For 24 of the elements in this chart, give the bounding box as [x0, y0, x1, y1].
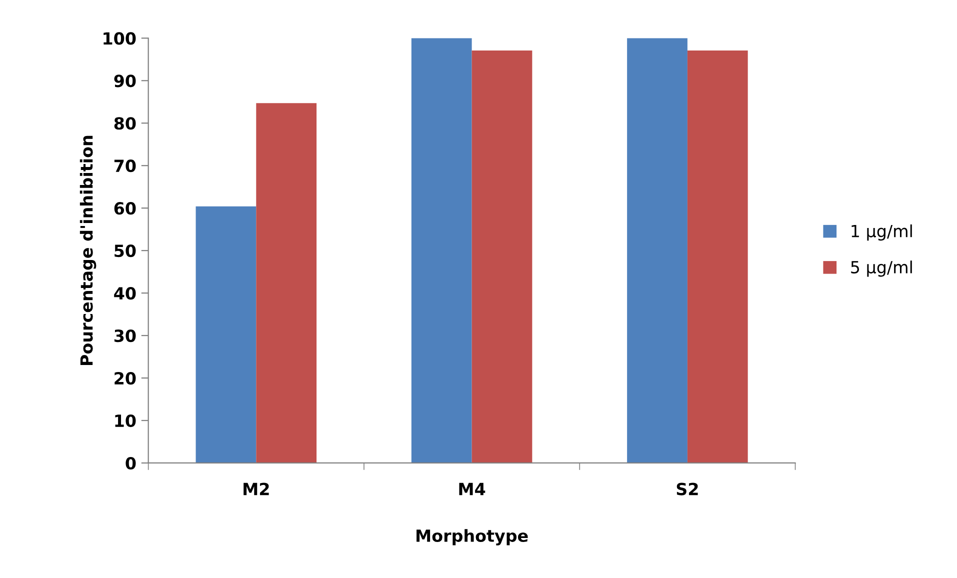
x-tick-label: M2: [244, 482, 269, 496]
bar: [196, 206, 256, 463]
x-axis-title: Morphotype: [416, 529, 528, 546]
bar: [472, 50, 532, 463]
y-tick-label: 10: [115, 414, 136, 428]
y-tick-label: 30: [114, 329, 136, 342]
bar: [411, 38, 472, 463]
bar: [687, 50, 748, 463]
legend-label: 5 µg/ml: [851, 260, 912, 277]
y-tick-label: 80: [114, 117, 136, 130]
y-tick-label: 90: [114, 74, 136, 88]
bar: [256, 103, 317, 463]
y-tick-label: 60: [114, 202, 136, 215]
y-tick-label: 0: [126, 456, 136, 470]
x-tick-label: M4: [459, 482, 486, 496]
y-tick-label: 50: [114, 244, 136, 258]
bar: [627, 38, 688, 463]
y-tick-label: 40: [114, 287, 136, 300]
y-tick-label: 70: [114, 160, 136, 172]
x-tick-label: S2: [676, 482, 698, 496]
y-axis-title: Pourcentage d'inhibition: [80, 136, 96, 365]
legend-label: 1 µg/ml: [852, 224, 912, 241]
y-tick-label: 100: [104, 32, 136, 45]
y-tick-label: 20: [114, 372, 136, 385]
